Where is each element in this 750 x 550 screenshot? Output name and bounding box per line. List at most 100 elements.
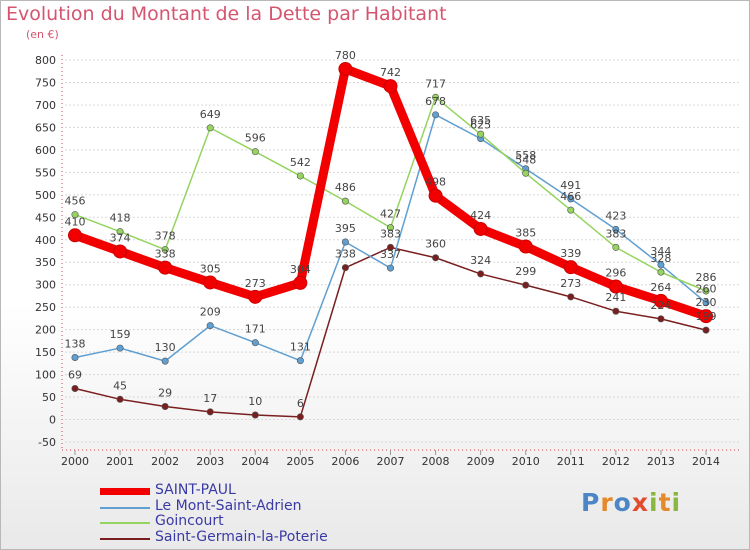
data-point-saint-germain-la-poterie (296, 413, 304, 421)
data-label-le-mont-saint-adrien: 209 (200, 306, 221, 319)
data-point-le-mont-saint-adrien (432, 111, 440, 119)
data-point-saint-paul (338, 61, 353, 76)
data-point-goincourt (296, 172, 304, 180)
x-tick-label: 2012 (602, 455, 630, 468)
data-point-goincourt (116, 228, 124, 236)
y-tick-label: 400 (35, 234, 56, 247)
data-point-le-mont-saint-adrien (567, 195, 575, 203)
data-label-saint-paul: 410 (65, 215, 86, 228)
x-tick-label: 2005 (286, 455, 314, 468)
data-point-le-mont-saint-adrien (296, 357, 304, 365)
data-point-goincourt (251, 148, 259, 156)
data-point-saint-paul (518, 239, 533, 254)
y-tick-label: 700 (35, 99, 56, 112)
data-point-saint-germain-la-poterie (702, 326, 710, 334)
data-label-le-mont-saint-adrien: 171 (245, 323, 266, 336)
x-tick-label: 2014 (692, 455, 720, 468)
data-point-goincourt (702, 287, 710, 295)
y-tick-label: 250 (35, 301, 56, 314)
y-tick-label: 550 (35, 166, 56, 179)
data-point-saint-paul (293, 275, 308, 290)
data-label-saint-germain-la-poterie: 10 (248, 395, 262, 408)
x-tick-label: 2000 (61, 455, 89, 468)
y-tick-label: 600 (35, 144, 56, 157)
data-point-saint-paul (428, 188, 443, 203)
x-tick-label: 2002 (151, 455, 179, 468)
data-point-saint-germain-la-poterie (612, 307, 620, 315)
data-point-saint-germain-la-poterie (522, 281, 530, 289)
data-point-le-mont-saint-adrien (341, 238, 349, 246)
data-point-goincourt (206, 124, 214, 132)
data-label-goincourt: 427 (380, 208, 401, 221)
data-label-saint-paul: 374 (110, 231, 131, 244)
data-point-le-mont-saint-adrien (386, 264, 394, 272)
x-tick-label: 2010 (512, 455, 540, 468)
x-tick-label: 2009 (467, 455, 495, 468)
legend-swatch (100, 522, 150, 524)
y-tick-label: 800 (35, 54, 56, 67)
data-point-goincourt (71, 211, 79, 219)
x-tick-label: 2013 (647, 455, 675, 468)
data-point-saint-germain-la-poterie (432, 254, 440, 262)
data-point-goincourt (477, 130, 485, 138)
data-label-saint-paul: 385 (515, 227, 536, 240)
data-labels: 69 45 29 17 10 6 338 383 360 324 299 273 241 224 199 13… (65, 49, 717, 410)
data-point-saint-germain-la-poterie (341, 264, 349, 272)
x-tick-label: 2001 (106, 455, 134, 468)
data-point-saint-paul (653, 293, 668, 308)
data-point-goincourt (522, 169, 530, 177)
x-tick-label: 2006 (331, 455, 359, 468)
data-point-saint-paul (699, 309, 713, 324)
x-tick-label: 2003 (196, 455, 224, 468)
chart-title: Evolution du Montant de la Dette par Hab… (6, 3, 447, 25)
data-label-saint-germain-la-poterie: 29 (158, 386, 172, 399)
data-point-le-mont-saint-adrien (206, 322, 214, 330)
data-label-saint-paul: 424 (470, 209, 491, 222)
y-tick-label: 150 (35, 346, 56, 359)
data-label-goincourt: 456 (65, 195, 86, 208)
data-label-saint-paul: 780 (335, 49, 356, 62)
legend-label: Goincourt (155, 513, 224, 529)
y-tick-label: 350 (35, 256, 56, 269)
data-point-saint-germain-la-poterie (71, 385, 79, 393)
data-label-le-mont-saint-adrien: 423 (605, 209, 626, 222)
data-label-saint-paul: 742 (380, 66, 401, 79)
y-tick-label: 650 (35, 121, 56, 134)
data-point-saint-paul (113, 244, 128, 259)
data-point-saint-paul (68, 228, 82, 243)
data-label-saint-germain-la-poterie: 69 (68, 369, 82, 382)
data-label-saint-germain-la-poterie: 324 (470, 254, 491, 267)
data-label-saint-germain-la-poterie: 6 (297, 397, 304, 410)
data-label-saint-germain-la-poterie: 299 (515, 265, 536, 278)
y-tick-label: 300 (35, 279, 56, 292)
data-label-saint-paul: 230 (696, 296, 717, 309)
data-point-goincourt (161, 246, 169, 254)
legend-swatch (100, 488, 150, 495)
y-tick-label: -50 (38, 436, 56, 449)
data-point-saint-paul (203, 275, 218, 290)
data-point-le-mont-saint-adrien (702, 299, 710, 307)
data-point-goincourt (341, 197, 349, 205)
data-label-saint-germain-la-poterie: 199 (696, 310, 717, 323)
data-label-goincourt: 286 (696, 271, 717, 284)
data-point-saint-germain-la-poterie (116, 395, 124, 403)
data-label-goincourt: 717 (425, 77, 446, 90)
legend-label: SAINT-PAUL (155, 482, 236, 498)
data-point-le-mont-saint-adrien (161, 357, 169, 365)
x-tick-label: 2004 (241, 455, 269, 468)
data-label-saint-paul: 296 (605, 267, 626, 280)
data-label-saint-paul: 338 (155, 248, 176, 261)
data-label-saint-paul: 273 (245, 277, 266, 290)
legend-swatch (100, 507, 150, 509)
data-label-saint-germain-la-poterie: 273 (560, 277, 581, 290)
data-point-le-mont-saint-adrien (251, 339, 259, 347)
x-tick-label: 2007 (377, 455, 405, 468)
legend-swatch (100, 538, 150, 540)
data-label-saint-paul: 498 (425, 176, 446, 189)
y-tick-label: 200 (35, 324, 56, 337)
data-point-saint-germain-la-poterie (161, 402, 169, 410)
data-label-le-mont-saint-adrien: 130 (155, 341, 176, 354)
y-tick-label: 500 (35, 189, 56, 202)
